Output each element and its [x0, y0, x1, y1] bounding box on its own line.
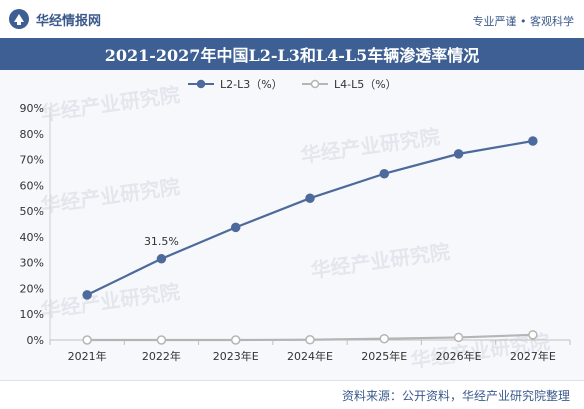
y-tick-label: 40%	[20, 231, 44, 244]
line-chart: 0% 10% 20% 30% 40% 50% 60% 70% 80% 90% 2021年 2022年 2…	[20, 78, 571, 363]
data-point	[156, 254, 167, 264]
slogan: 专业严谨 • 客观科学	[472, 15, 574, 28]
y-tick-label: 90%	[20, 102, 44, 115]
x-tick-label: 2026年E	[436, 349, 482, 363]
y-tick-label: 0%	[27, 334, 44, 347]
data-point	[230, 335, 241, 345]
data-point	[82, 290, 92, 300]
data-point	[528, 136, 538, 146]
data-point	[305, 193, 315, 203]
y-tick-label: 70%	[20, 154, 44, 167]
data-point	[379, 333, 390, 344]
y-tick-label: 80%	[20, 128, 44, 141]
data-point	[379, 168, 390, 179]
x-tick-label: 2024年E	[287, 349, 333, 363]
data-label: 31.5%	[144, 235, 179, 248]
x-tick-label: 2025年E	[361, 349, 407, 363]
legend-marker	[310, 79, 320, 89]
y-tick-label: 60%	[20, 179, 44, 192]
data-point	[156, 335, 167, 345]
y-tick-label: 30%	[20, 257, 44, 270]
data-point	[230, 222, 241, 233]
y-tick-label: 10%	[20, 308, 44, 321]
data-point	[453, 332, 464, 343]
data-point	[82, 335, 92, 345]
legend-label: L2-L3（%）	[220, 78, 283, 91]
y-tick-label: 50%	[20, 205, 44, 218]
x-tick-label: 2022年	[142, 349, 181, 363]
footer: 资料来源：公开资料，华经产业研究院整理	[0, 380, 584, 409]
chart-area: 华经产业研究院 华经产业研究院 华经产业研究院 华经产业研究院 华经产业研究院 …	[0, 70, 584, 380]
x-tick-label: 2021年	[68, 349, 107, 363]
x-tick-label: 2027年E	[510, 349, 556, 363]
series-line	[86, 139, 534, 296]
legend-marker	[196, 79, 206, 89]
data-point	[528, 330, 538, 340]
data-point	[453, 149, 464, 159]
logo-icon	[9, 9, 29, 29]
data-point	[305, 334, 315, 345]
y-tick-label: 20%	[20, 282, 44, 295]
x-tick-label: 2023年E	[213, 349, 259, 363]
brand-name: 华经情报网	[36, 13, 102, 29]
source-note: 资料来源：公开资料，华经产业研究院整理	[341, 389, 570, 403]
chart-title: 2021-2027年中国L2-L3和L4-L5车辆渗透率情况	[0, 38, 584, 70]
top-bar: 华经情报网 专业严谨 • 客观科学	[0, 0, 584, 38]
legend-label: L4-L5（%）	[334, 78, 397, 91]
brand-logo: 华经情报网	[8, 8, 101, 30]
